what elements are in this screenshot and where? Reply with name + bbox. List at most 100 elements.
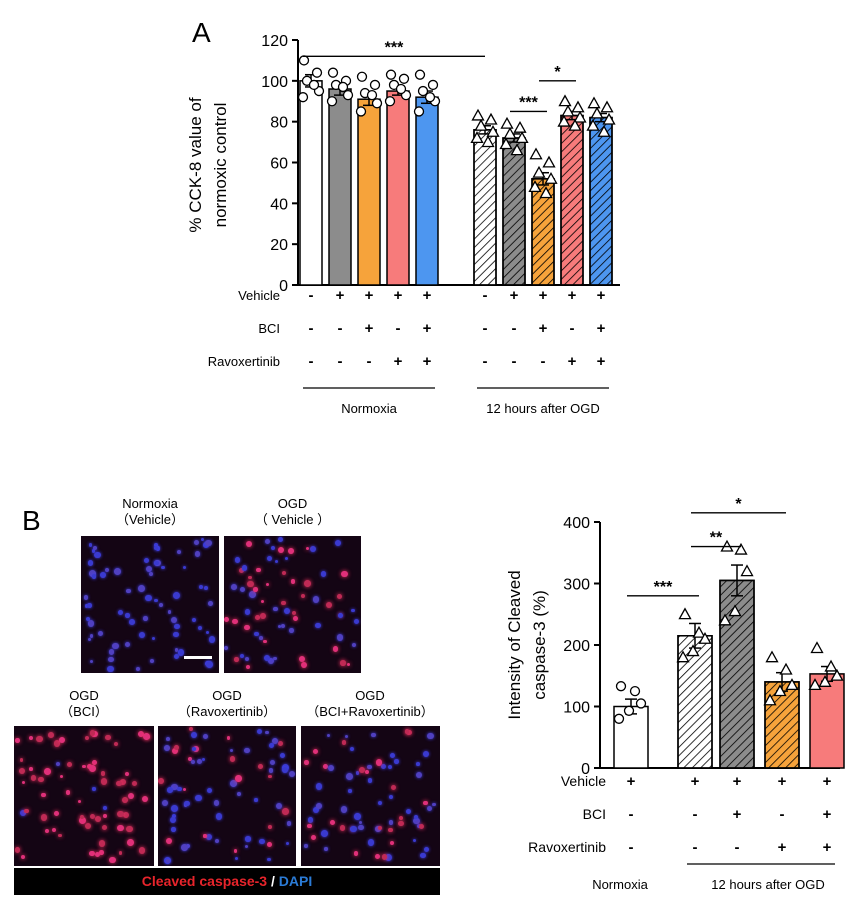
- cell-nucleus: [59, 736, 66, 743]
- cell-nucleus: [277, 547, 285, 554]
- cell-nucleus: [139, 847, 146, 854]
- cell-nucleus: [175, 648, 179, 652]
- cell-nucleus: [281, 767, 288, 774]
- chart-cck8: 0 20 40 60 80 100 120 % CCK-8 value of normoxic …: [186, 33, 620, 416]
- condition-label: Vehicle: [561, 773, 606, 789]
- cell-nucleus: [171, 783, 178, 791]
- cell-nucleus: [367, 778, 373, 783]
- cell-nucleus: [109, 856, 117, 864]
- cell-nucleus: [419, 823, 425, 829]
- micrograph-image: [81, 536, 219, 673]
- cell-nucleus: [55, 761, 61, 767]
- cell-nucleus: [323, 763, 329, 769]
- cell-nucleus: [87, 637, 92, 642]
- cell-nucleus: [138, 730, 145, 737]
- cell-nucleus: [89, 730, 96, 736]
- cell-nucleus: [125, 613, 130, 618]
- data-point: [366, 89, 378, 101]
- condition-label: Vehicle: [238, 288, 280, 303]
- data-point: [785, 678, 799, 691]
- cell-nucleus: [327, 733, 331, 738]
- cell-nucleus: [365, 770, 370, 775]
- condition-value: +: [510, 287, 519, 304]
- data-point: [818, 675, 832, 687]
- cell-nucleus: [118, 851, 123, 855]
- condition-value: +: [823, 839, 832, 856]
- data-point: [808, 678, 822, 691]
- y-tick-label: 200: [563, 638, 590, 655]
- cell-nucleus: [260, 599, 264, 604]
- cell-nucleus: [203, 733, 209, 739]
- cell-nucleus: [375, 854, 380, 860]
- cell-nucleus: [375, 759, 383, 767]
- cell-nucleus: [38, 777, 44, 783]
- panel-label-b: B: [22, 505, 41, 536]
- data-point: [355, 106, 367, 117]
- data-point: [763, 693, 777, 706]
- cell-nucleus: [94, 851, 100, 858]
- bar-hatch: [589, 116, 613, 286]
- cell-nucleus: [352, 642, 357, 648]
- stain-caption: Cleaved caspase-3 / DAPI: [14, 868, 440, 895]
- cell-nucleus: [173, 654, 180, 660]
- data-point: [326, 96, 338, 107]
- cell-nucleus: [307, 817, 313, 823]
- condition-value: +: [394, 353, 403, 370]
- data-point: [510, 143, 524, 156]
- cell-nucleus: [40, 814, 48, 821]
- cell-nucleus: [310, 546, 317, 553]
- data-point: [413, 106, 425, 117]
- data-point: [308, 79, 320, 91]
- cell-nucleus: [30, 775, 37, 781]
- data-point: [773, 684, 787, 697]
- cell-nucleus: [22, 780, 26, 784]
- cell-nucleus: [371, 732, 376, 737]
- cell-nucleus: [377, 825, 383, 831]
- group-label: Normoxia: [592, 877, 648, 892]
- cell-nucleus: [117, 609, 123, 615]
- condition-value: +: [365, 320, 374, 337]
- cell-nucleus: [204, 586, 209, 591]
- data-point: [337, 81, 349, 93]
- cell-nucleus: [165, 858, 171, 864]
- y-tick-label: 0: [279, 278, 288, 295]
- cell-nucleus: [195, 794, 202, 802]
- cell-nucleus: [101, 824, 108, 830]
- cell-nucleus: [279, 752, 285, 758]
- cell-nucleus: [243, 747, 250, 754]
- data-point: [830, 668, 844, 681]
- cell-nucleus: [235, 557, 241, 563]
- data-point: [424, 92, 436, 103]
- cell-nucleus: [265, 731, 269, 735]
- data-point: [557, 114, 571, 127]
- cell-nucleus: [14, 847, 21, 853]
- cell-nucleus: [301, 662, 307, 669]
- bar-hatch: [560, 114, 584, 286]
- cell-nucleus: [170, 617, 177, 624]
- cell-nucleus: [142, 615, 148, 621]
- cell-nucleus: [256, 567, 261, 573]
- cell-nucleus: [151, 637, 155, 641]
- condition-value: -: [367, 353, 372, 370]
- cell-nucleus: [206, 661, 213, 669]
- cell-nucleus: [105, 568, 110, 573]
- cell-nucleus: [265, 538, 271, 544]
- y-axis-label: Intensity of Cleaved: [505, 570, 524, 719]
- cell-nucleus: [324, 847, 328, 851]
- condition-value: -: [338, 320, 343, 337]
- data-point: [500, 116, 514, 129]
- cell-nucleus: [315, 783, 323, 790]
- data-point: [544, 171, 558, 184]
- condition-label: Ravoxertinib: [528, 839, 606, 855]
- cell-nucleus: [359, 767, 366, 773]
- cell-nucleus: [359, 820, 363, 824]
- condition-value: +: [423, 287, 432, 304]
- data-point: [414, 69, 426, 80]
- cell-nucleus: [240, 587, 246, 593]
- data-point: [327, 67, 339, 78]
- cell-nucleus: [390, 785, 396, 791]
- data-point: [528, 180, 542, 193]
- cell-nucleus: [116, 824, 124, 832]
- cell-nucleus: [269, 742, 275, 748]
- cell-nucleus: [412, 839, 416, 843]
